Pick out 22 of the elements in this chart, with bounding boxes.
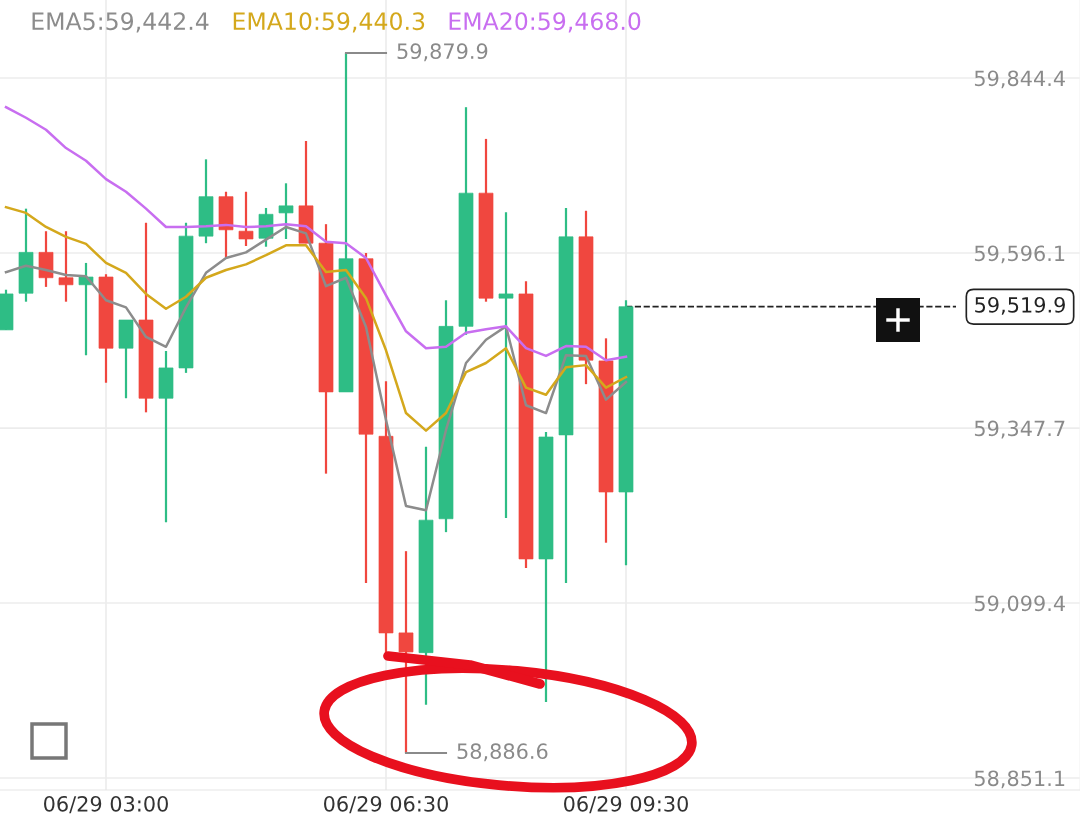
- text: EMA5:59,442.4: [32, 12, 209, 33]
- text: EMA20:59,468.0: [449, 12, 641, 33]
- text: EMA10:59,440.3: [233, 12, 425, 33]
- y-tick-label: 59,844.4: [974, 70, 1065, 89]
- line-series: [4, 225, 628, 512]
- line-series: [4, 206, 628, 432]
- y-tick-label: 59,347.7: [974, 420, 1065, 439]
- y-tick-label: 59,596.1: [974, 245, 1065, 264]
- x-tick-label: 06/29 09:30: [564, 795, 688, 814]
- candlestick: [238, 190, 254, 248]
- candlestick: [278, 182, 294, 241]
- x-tick-label: 06/29 03:00: [44, 795, 168, 814]
- x-tick-label: 06/29 06:30: [324, 795, 448, 814]
- annotation: 58,886.6: [457, 743, 548, 762]
- line-series: [4, 105, 628, 362]
- ref-line-label: 59,519.9: [975, 296, 1065, 315]
- candlestick: [498, 211, 514, 520]
- y-tick-label: 59,099.4: [974, 595, 1065, 614]
- y-tick-label: 58,851.1: [974, 770, 1065, 789]
- candlestick: [398, 550, 414, 755]
- candlestick: [58, 230, 74, 303]
- annotation: 59,879.9: [397, 43, 488, 62]
